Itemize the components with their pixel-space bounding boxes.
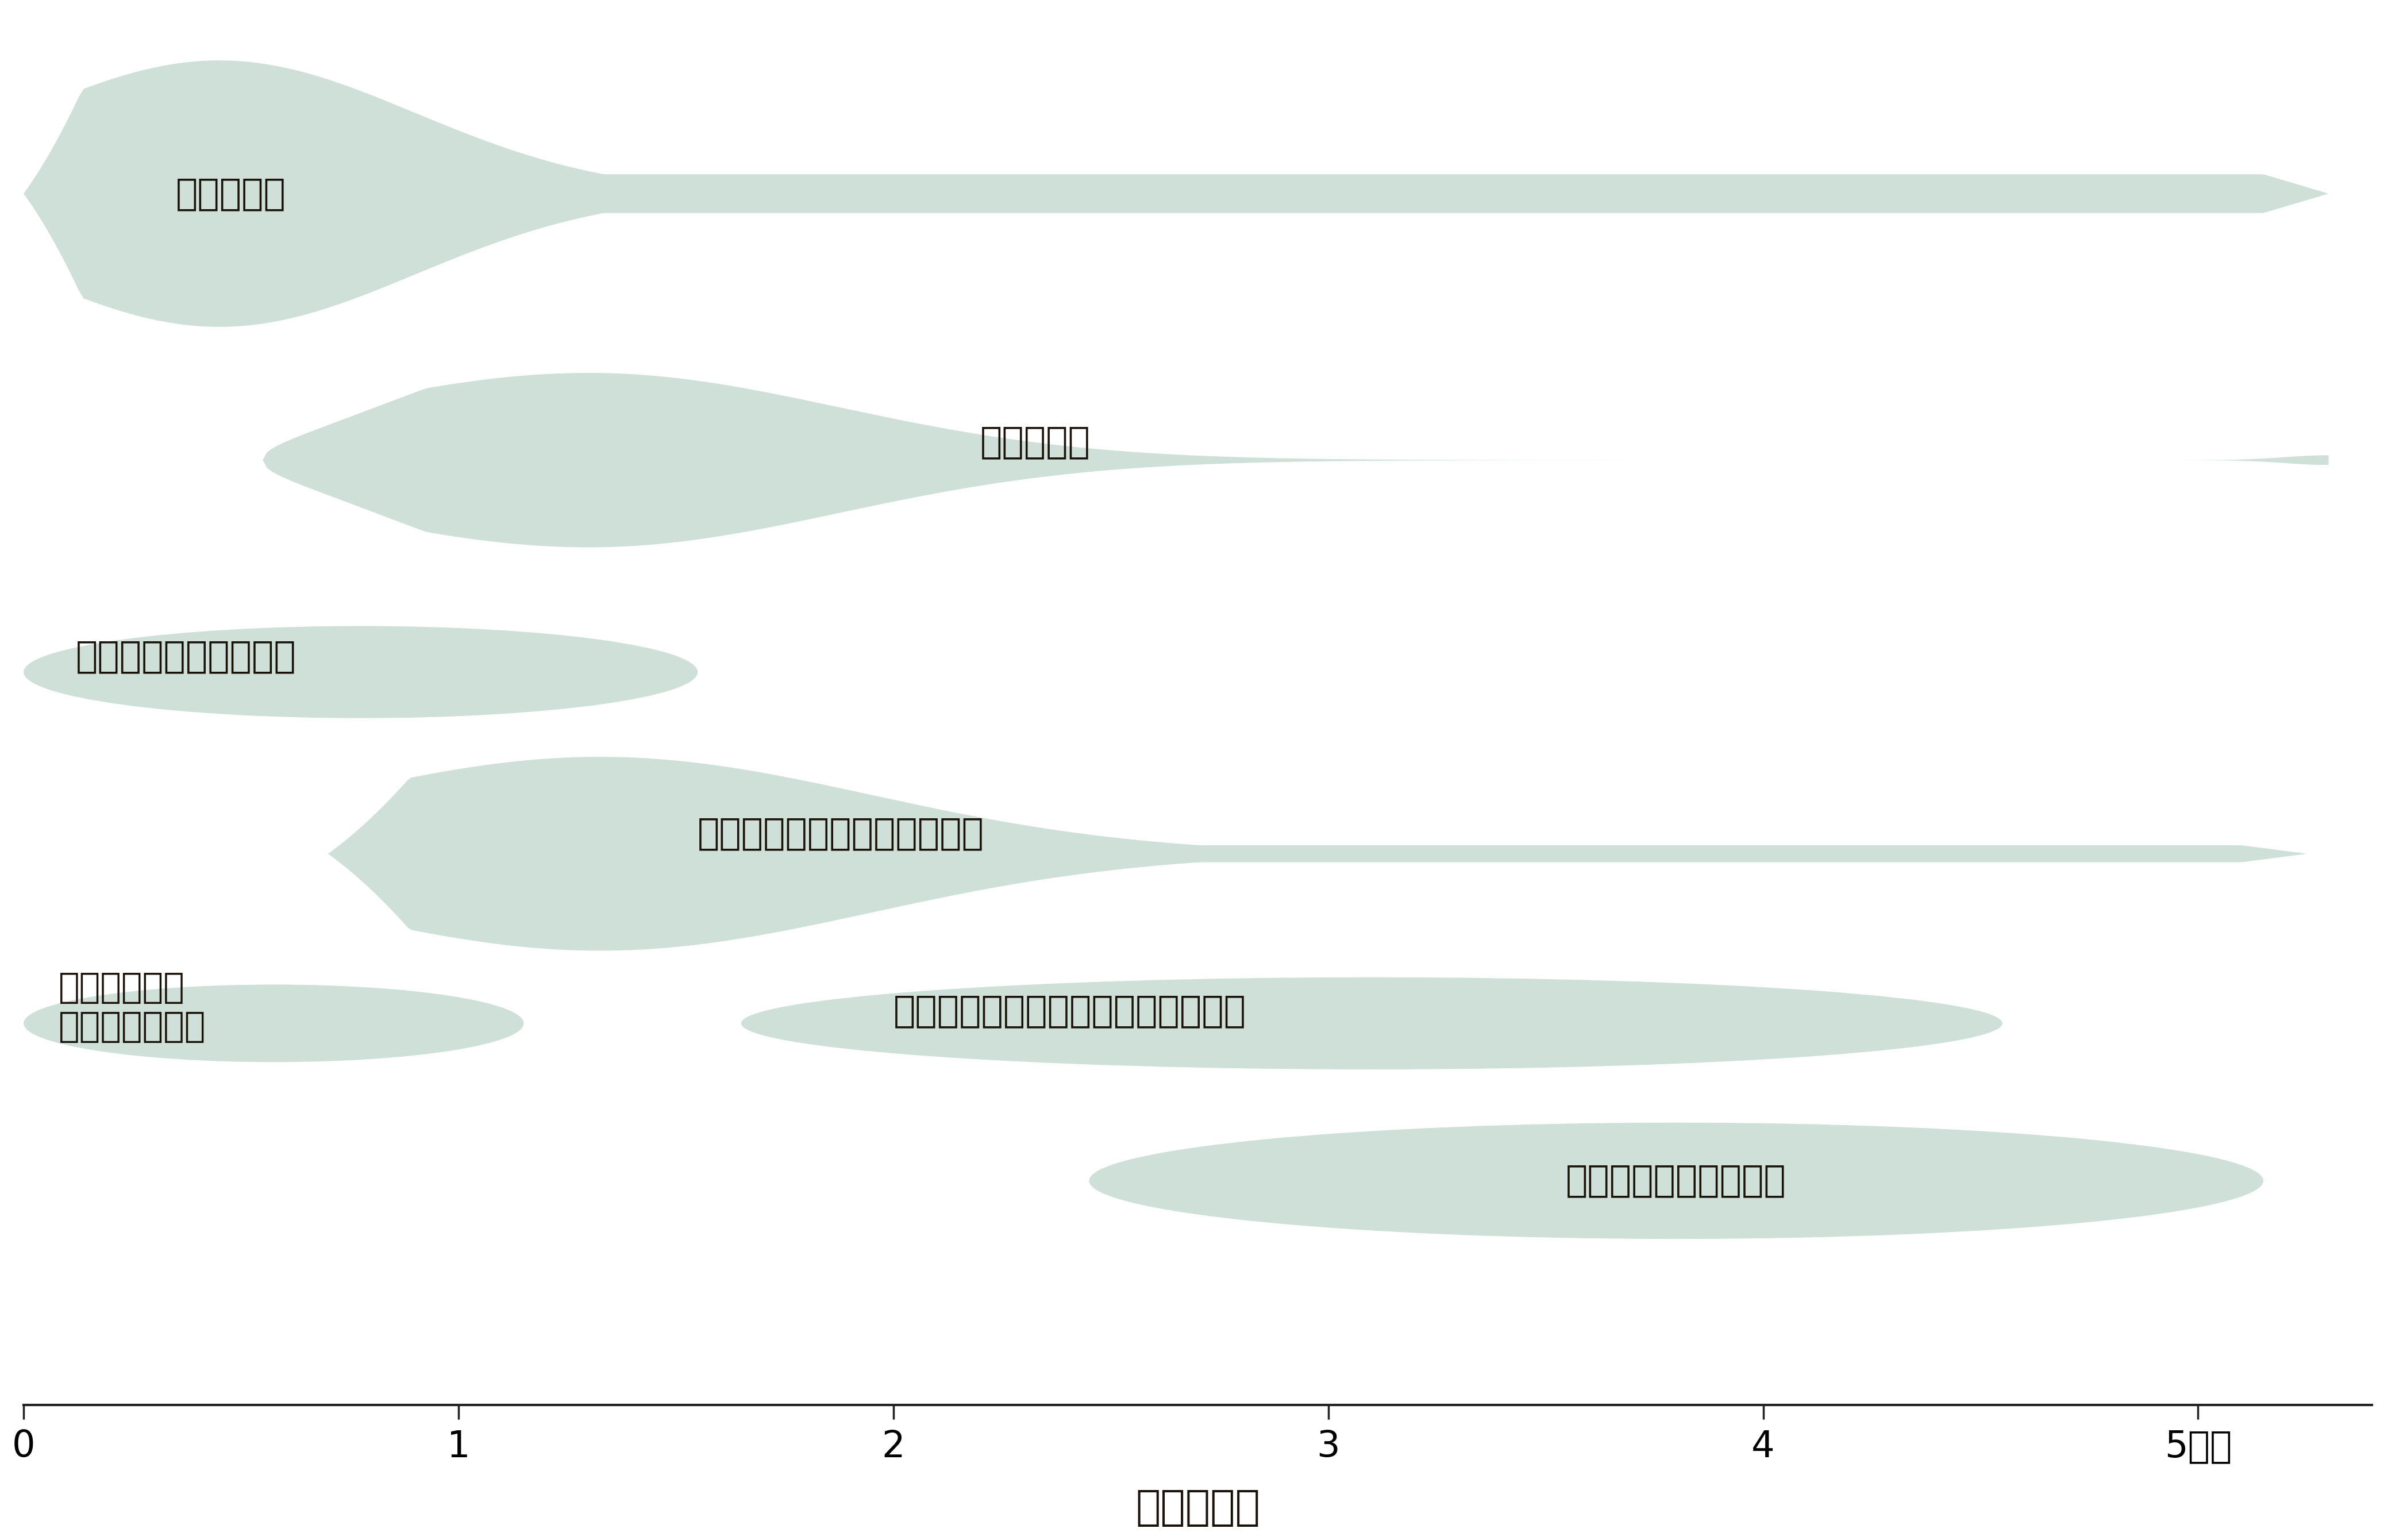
Text: アデノウイルス感染症: アデノウイルス感染症 — [76, 639, 296, 675]
Polygon shape — [262, 373, 2329, 547]
Text: ニューモシスチス肺炎: ニューモシスチス肺炎 — [1566, 1163, 1786, 1198]
Polygon shape — [329, 756, 2308, 950]
Ellipse shape — [1089, 1123, 2262, 1240]
Text: 細菌感染症: 細菌感染症 — [176, 176, 286, 211]
Ellipse shape — [24, 627, 699, 718]
Text: サイトメガロウイルス感染症: サイトメガロウイルス感染症 — [699, 815, 985, 852]
Polygon shape — [24, 60, 2329, 326]
Text: 単純ヘルペス
ウイルス感染症: 単純ヘルペス ウイルス感染症 — [60, 972, 205, 1044]
Ellipse shape — [24, 984, 524, 1063]
X-axis label: 移植後月数: 移植後月数 — [1135, 1488, 1261, 1528]
Text: 真菌感染症: 真菌感染症 — [980, 424, 1089, 460]
Ellipse shape — [741, 978, 2003, 1069]
Text: 水疱・帯状ヘルペスウイルス感染症: 水疱・帯状ヘルペスウイルス感染症 — [894, 993, 1247, 1029]
